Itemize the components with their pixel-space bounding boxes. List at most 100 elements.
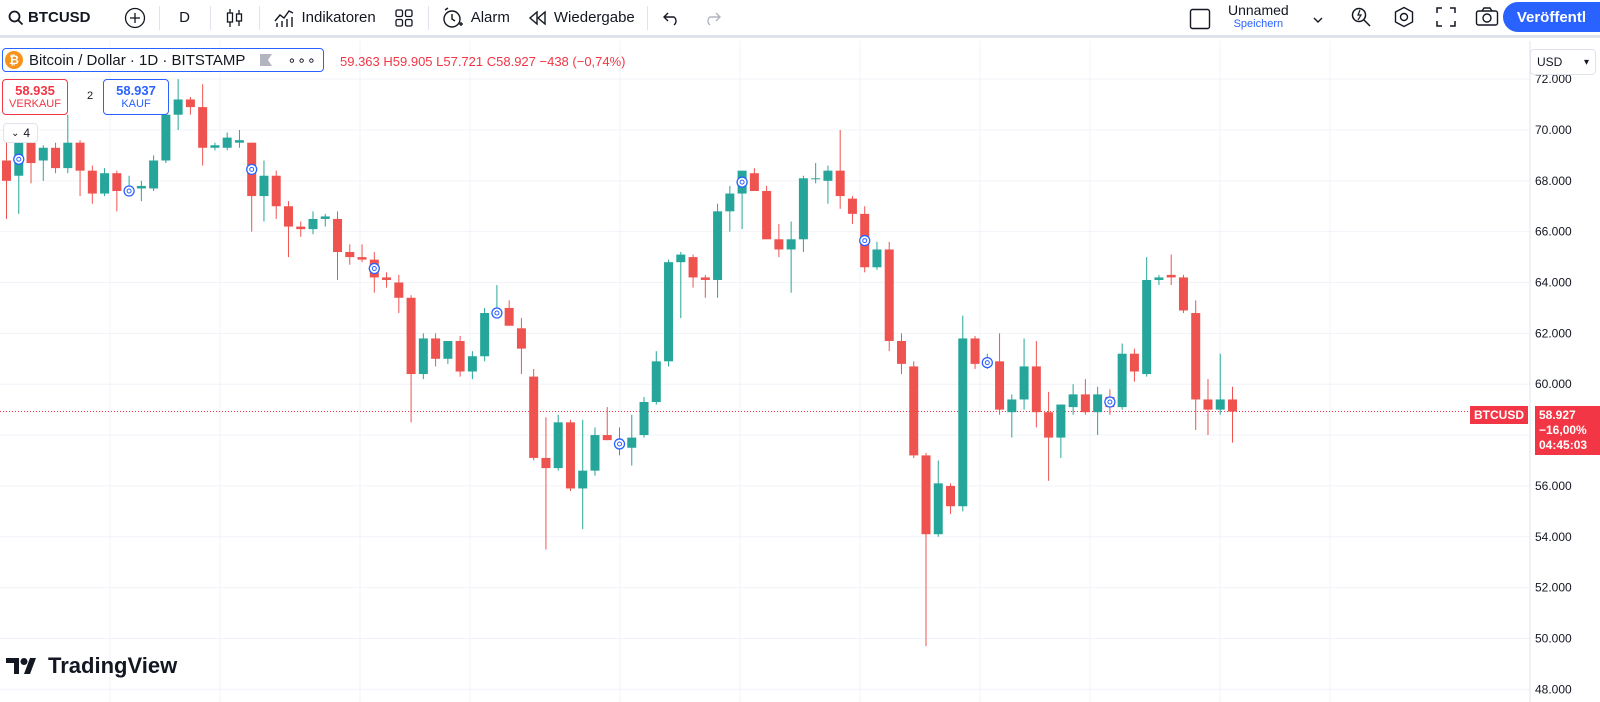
candle-body	[688, 257, 698, 278]
last-price-change: −16,00%	[1539, 423, 1587, 437]
redo-button[interactable]	[692, 2, 732, 34]
quick-search-icon[interactable]	[1349, 5, 1373, 29]
settings-hexagon-icon[interactable]	[1392, 5, 1416, 29]
buy-label: KAUF	[121, 98, 151, 110]
candle-body	[87, 170, 97, 194]
sell-button[interactable]: 58.935 VERKAUF	[2, 79, 68, 115]
candle-body	[1129, 353, 1139, 372]
candle-body	[847, 198, 857, 214]
price-tick-label: 52.000	[1535, 581, 1572, 595]
candle-body	[1031, 366, 1041, 413]
candle-body	[970, 338, 980, 364]
candle-body	[480, 313, 490, 357]
candle-body	[2, 160, 11, 181]
price-tick-label: 56.000	[1535, 479, 1572, 493]
alarm-label: Alarm	[470, 9, 510, 26]
indicators-icon	[272, 6, 296, 30]
candle-body	[541, 457, 551, 469]
alarm-button[interactable]: Alarm	[433, 2, 518, 34]
indicator-count: 4	[23, 126, 31, 140]
candle-body	[995, 361, 1005, 410]
candle-body	[1056, 404, 1066, 438]
candle-body	[627, 437, 637, 448]
candle-body	[749, 173, 759, 191]
candle-body	[443, 340, 453, 359]
symbol-search-button[interactable]: BTCUSD	[0, 2, 99, 34]
candle-body	[565, 422, 575, 489]
layout-save-link[interactable]: Speichern	[1233, 18, 1284, 30]
candle-body	[1228, 399, 1237, 412]
candle-body	[259, 175, 269, 197]
candle-body	[786, 239, 796, 250]
price-tick-label: 72.000	[1535, 72, 1572, 86]
toolbar-divider	[427, 5, 429, 30]
event-marker-inner	[494, 310, 500, 316]
price-tick-label: 70.000	[1535, 123, 1572, 137]
candle-body	[234, 140, 244, 143]
candle-body	[676, 254, 686, 263]
last-price-label: 58.927 −16,00% 04:45:03	[1535, 406, 1600, 455]
tradingview-logo[interactable]: TradingView	[6, 653, 177, 679]
brand-name: TradingView	[48, 653, 178, 678]
fullscreen-icon[interactable]	[1434, 5, 1458, 29]
ohlc-values: 59.363 H59.905 L57.721 C58.927 −438 (−0,…	[340, 54, 626, 69]
candle-body	[345, 252, 355, 258]
candle-body	[467, 356, 477, 372]
candle-body	[1068, 394, 1078, 408]
chart-type-button[interactable]	[215, 2, 255, 34]
flag-icon[interactable]	[259, 53, 273, 67]
candle-body	[161, 114, 171, 161]
chevron-down-icon: ▾	[1583, 56, 1589, 68]
templates-button[interactable]	[384, 2, 424, 34]
candle-body	[774, 239, 784, 250]
price-tick-label: 62.000	[1535, 326, 1572, 340]
camera-icon[interactable]	[1475, 5, 1499, 29]
event-marker-inner	[249, 166, 255, 172]
chart-area[interactable]: 72.000 70.000 68.000 66.000 64.000 62.000 60.0…	[0, 41, 1600, 702]
candle-body	[63, 142, 73, 169]
layout-name-menu[interactable]: Unnamed Speichern	[1228, 3, 1289, 31]
candle-body	[946, 485, 956, 507]
toolbar-divider	[209, 5, 211, 30]
candle-body	[651, 361, 661, 403]
candle-body	[553, 422, 563, 469]
more-dots-icon[interactable]: ∘∘∘	[287, 51, 317, 68]
candle-body	[1166, 274, 1176, 278]
replay-button[interactable]: Wiedergabe	[518, 2, 643, 34]
candle-body	[1154, 277, 1164, 280]
indicators-button[interactable]: Indikatoren	[264, 2, 384, 34]
candle-body	[1191, 313, 1201, 400]
candle-body	[713, 211, 723, 280]
candle-body	[26, 142, 36, 164]
event-marker-inner	[16, 156, 22, 162]
compare-button[interactable]	[115, 2, 155, 34]
candlestick-chart[interactable]: 72.000 70.000 68.000 66.000 64.000 62.000 60.0…	[0, 41, 1600, 702]
currency-select[interactable]: USD ▾	[1530, 49, 1596, 75]
buy-price: 58.937	[116, 83, 156, 98]
interval-button[interactable]: D	[179, 9, 190, 26]
candle-body	[639, 402, 649, 436]
replay-label: Wiedergabe	[553, 9, 635, 26]
collapse-indicators-button[interactable]: ⌄ 4	[3, 123, 38, 143]
candle-body	[884, 249, 894, 341]
indicators-label: Indikatoren	[301, 9, 376, 26]
candle-body	[921, 455, 931, 535]
event-marker-inner	[862, 238, 868, 244]
layout-button[interactable]	[1188, 3, 1212, 35]
event-marker-icon	[859, 234, 871, 247]
event-marker-inner	[617, 441, 622, 447]
publish-button[interactable]: Veröffentl	[1502, 2, 1600, 32]
undo-button[interactable]	[652, 2, 692, 34]
buy-button[interactable]: 58.937 KAUF	[103, 79, 169, 115]
price-tick-label: 64.000	[1535, 276, 1572, 290]
candle-body	[112, 173, 122, 191]
candle-body	[333, 218, 343, 253]
undo-icon	[660, 6, 684, 30]
chevron-down-icon[interactable]	[1306, 8, 1330, 32]
bitcoin-logo-icon: ₿	[5, 51, 23, 69]
candle-body	[431, 338, 441, 359]
last-price-value: 58.927	[1539, 408, 1576, 422]
rewind-icon	[526, 6, 550, 30]
event-marker-icon	[368, 262, 380, 275]
symbol-legend[interactable]: ₿ Bitcoin / Dollar · 1D · BITSTAMP ∘∘∘	[2, 48, 324, 72]
